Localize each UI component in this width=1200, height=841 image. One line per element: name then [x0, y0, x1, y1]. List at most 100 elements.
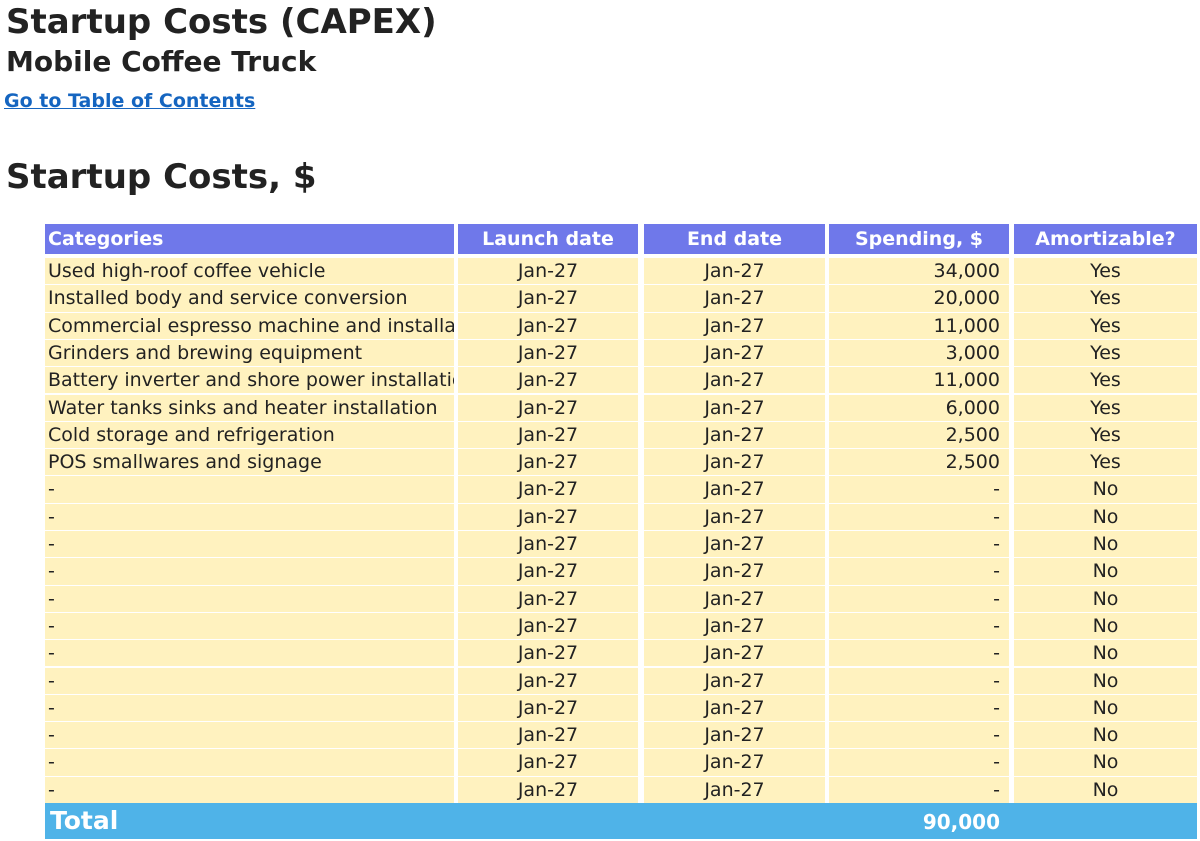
cell-amortizable: Yes [1014, 285, 1197, 312]
table-of-contents-link[interactable]: Go to Table of Contents [4, 90, 256, 112]
column-header-categories: Categories [45, 224, 454, 254]
column-header-end-date: End date [644, 224, 825, 254]
cell-amortizable: No [1014, 749, 1197, 776]
cell-category: Battery inverter and shore power install… [45, 367, 454, 394]
cell-amortizable: Yes [1014, 421, 1197, 449]
cell-end-date: Jan-27 [644, 722, 825, 749]
cell-spending: - [829, 694, 1009, 722]
cell-category: - [45, 612, 454, 640]
section-title: Startup Costs, $ [6, 157, 317, 197]
cell-launch-date: Jan-27 [458, 776, 638, 803]
cell-amortizable: No [1014, 722, 1197, 749]
cell-category: - [45, 749, 454, 776]
cell-category: Grinders and brewing equipment [45, 339, 454, 367]
cell-spending: - [829, 640, 1009, 667]
cell-launch-date: Jan-27 [458, 285, 638, 312]
cell-category: - [45, 776, 454, 803]
cell-launch-date: Jan-27 [458, 258, 638, 285]
cell-category: Commercial espresso machine and installa… [45, 312, 454, 339]
cell-amortizable: No [1014, 776, 1197, 803]
cell-amortizable: No [1014, 667, 1197, 694]
cell-amortizable: No [1014, 503, 1197, 530]
cell-launch-date: Jan-27 [458, 531, 638, 558]
cell-launch-date: Jan-27 [458, 421, 638, 449]
cell-amortizable: No [1014, 585, 1197, 612]
cell-category: Water tanks sinks and heater installatio… [45, 394, 454, 421]
cell-spending: 11,000 [829, 312, 1009, 339]
cell-launch-date: Jan-27 [458, 667, 638, 694]
cell-amortizable: No [1014, 476, 1197, 503]
cell-launch-date: Jan-27 [458, 449, 638, 476]
cell-end-date: Jan-27 [644, 585, 825, 612]
cell-end-date: Jan-27 [644, 612, 825, 640]
column-header-launch-date: Launch date [458, 224, 638, 254]
cell-launch-date: Jan-27 [458, 585, 638, 612]
cell-spending: 2,500 [829, 421, 1009, 449]
cell-spending: 34,000 [829, 258, 1009, 285]
cell-amortizable: No [1014, 558, 1197, 585]
cell-end-date: Jan-27 [644, 421, 825, 449]
cell-launch-date: Jan-27 [458, 339, 638, 367]
page-subtitle: Mobile Coffee Truck [6, 45, 317, 78]
cell-spending: - [829, 558, 1009, 585]
cell-category: - [45, 476, 454, 503]
cell-end-date: Jan-27 [644, 640, 825, 667]
total-label: Total [50, 806, 119, 835]
cell-spending: 3,000 [829, 339, 1009, 367]
cell-amortizable: Yes [1014, 449, 1197, 476]
cell-end-date: Jan-27 [644, 776, 825, 803]
cell-spending: - [829, 531, 1009, 558]
cell-category: Cold storage and refrigeration [45, 421, 454, 449]
cell-amortizable: Yes [1014, 394, 1197, 421]
cell-end-date: Jan-27 [644, 503, 825, 530]
cell-launch-date: Jan-27 [458, 558, 638, 585]
cell-spending: 6,000 [829, 394, 1009, 421]
cell-end-date: Jan-27 [644, 394, 825, 421]
cell-end-date: Jan-27 [644, 749, 825, 776]
cell-category: POS smallwares and signage [45, 449, 454, 476]
cell-amortizable: No [1014, 531, 1197, 558]
cell-category: - [45, 667, 454, 694]
cell-amortizable: No [1014, 694, 1197, 722]
cell-spending: - [829, 612, 1009, 640]
cell-end-date: Jan-27 [644, 367, 825, 394]
cell-amortizable: No [1014, 612, 1197, 640]
cell-launch-date: Jan-27 [458, 476, 638, 503]
cell-launch-date: Jan-27 [458, 367, 638, 394]
cell-spending: 20,000 [829, 285, 1009, 312]
total-row [45, 803, 1197, 839]
cell-end-date: Jan-27 [644, 531, 825, 558]
cell-category: - [45, 585, 454, 612]
column-header-spending: Spending, $ [829, 224, 1009, 254]
cell-spending: - [829, 776, 1009, 803]
cell-launch-date: Jan-27 [458, 749, 638, 776]
cell-end-date: Jan-27 [644, 694, 825, 722]
cell-amortizable: Yes [1014, 258, 1197, 285]
cell-category: - [45, 694, 454, 722]
cell-spending: - [829, 749, 1009, 776]
cell-end-date: Jan-27 [644, 312, 825, 339]
cell-category: - [45, 722, 454, 749]
cell-end-date: Jan-27 [644, 667, 825, 694]
cell-category: Installed body and service conversion [45, 285, 454, 312]
cell-amortizable: Yes [1014, 339, 1197, 367]
cell-spending: 11,000 [829, 367, 1009, 394]
cell-end-date: Jan-27 [644, 285, 825, 312]
cell-launch-date: Jan-27 [458, 503, 638, 530]
cell-launch-date: Jan-27 [458, 640, 638, 667]
cell-spending: - [829, 667, 1009, 694]
cell-end-date: Jan-27 [644, 449, 825, 476]
cell-launch-date: Jan-27 [458, 312, 638, 339]
cell-launch-date: Jan-27 [458, 612, 638, 640]
cell-launch-date: Jan-27 [458, 394, 638, 421]
cell-launch-date: Jan-27 [458, 694, 638, 722]
cell-end-date: Jan-27 [644, 339, 825, 367]
cell-spending: - [829, 585, 1009, 612]
cell-category: - [45, 558, 454, 585]
cell-spending: - [829, 722, 1009, 749]
cell-end-date: Jan-27 [644, 258, 825, 285]
cell-amortizable: Yes [1014, 367, 1197, 394]
total-value: 90,000 [922, 810, 1000, 834]
cell-category: Used high-roof coffee vehicle [45, 258, 454, 285]
